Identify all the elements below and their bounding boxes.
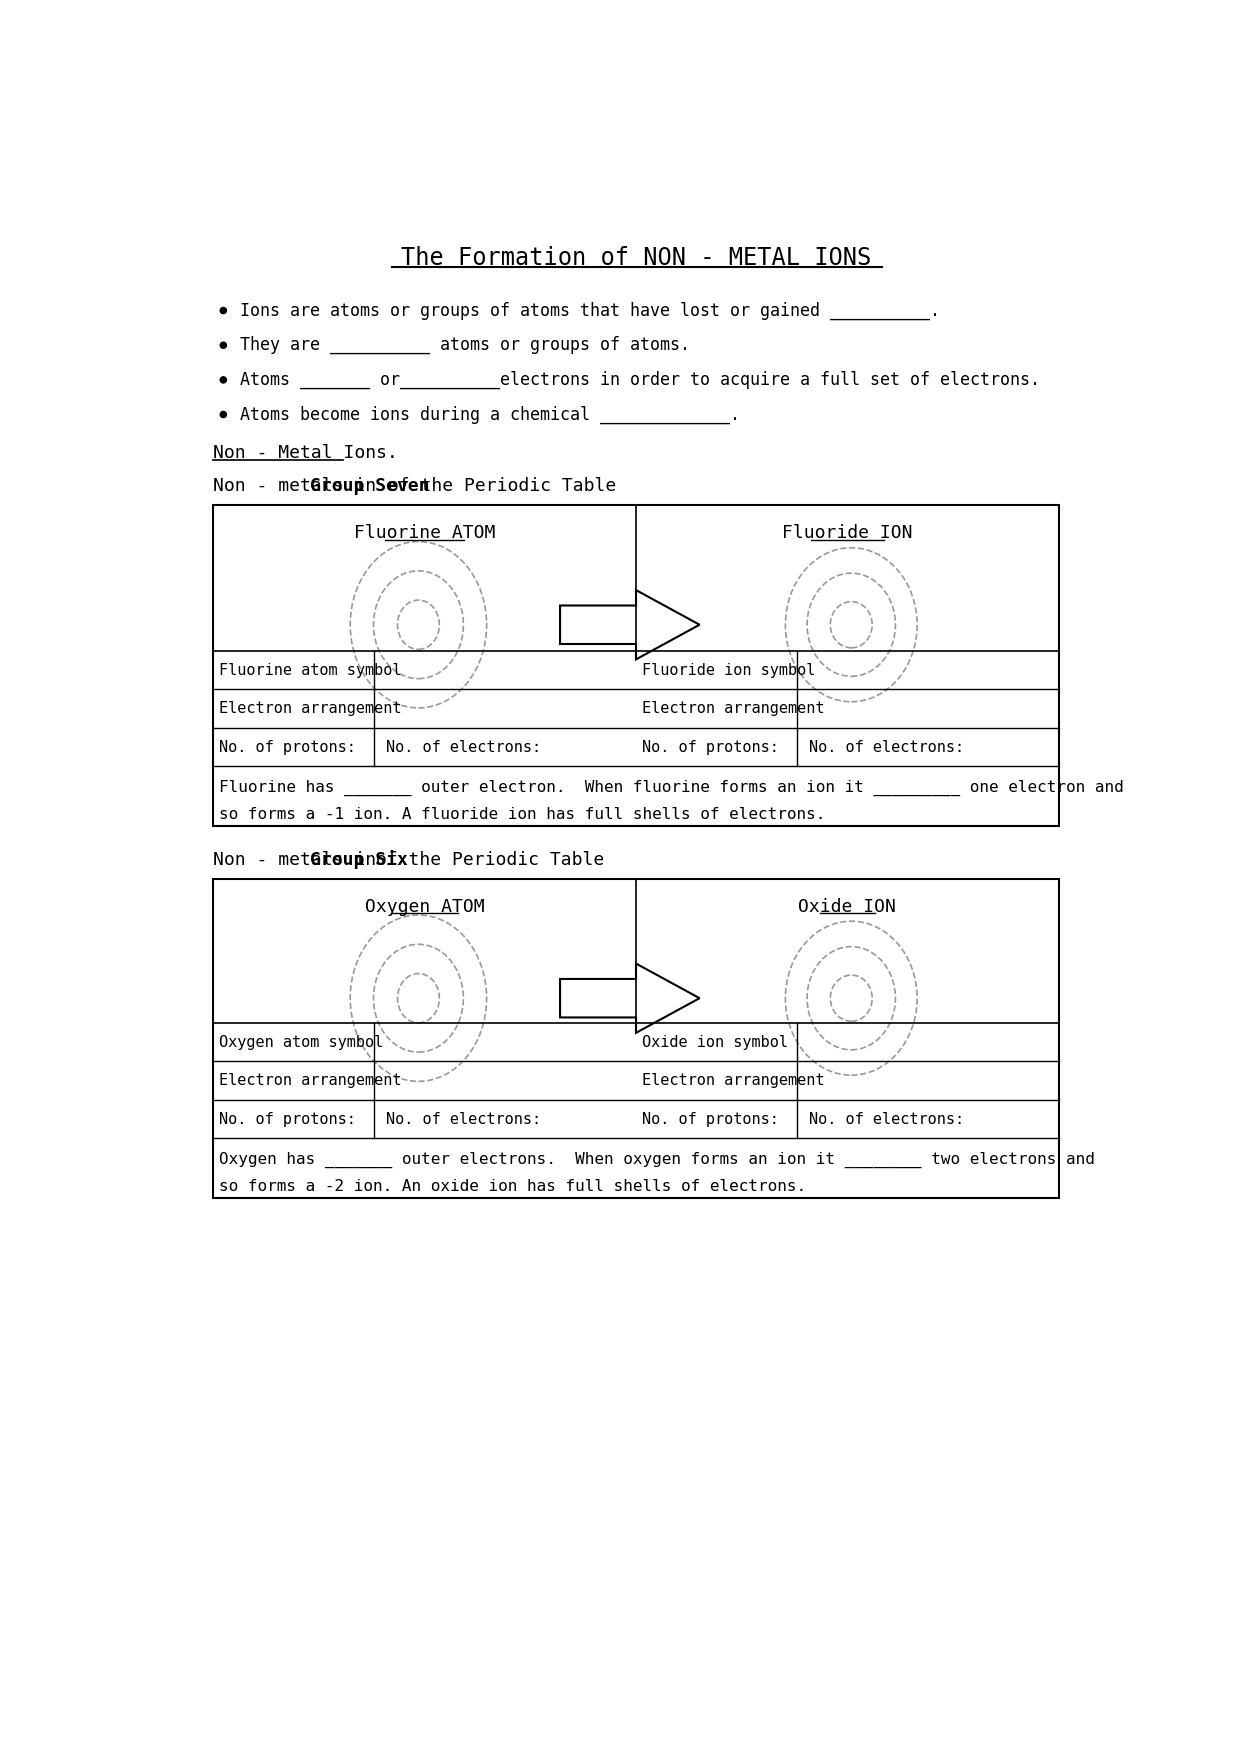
Circle shape bbox=[220, 377, 226, 382]
Text: No. of electrons:: No. of electrons: bbox=[386, 740, 541, 754]
Circle shape bbox=[220, 412, 226, 417]
Text: Oxygen atom symbol: Oxygen atom symbol bbox=[220, 1035, 383, 1049]
Text: Fluorine ATOM: Fluorine ATOM bbox=[354, 524, 495, 542]
Text: Non - metals in: Non - metals in bbox=[213, 851, 387, 868]
Text: No. of electrons:: No. of electrons: bbox=[386, 1112, 541, 1126]
Text: Non - Metal Ions.: Non - Metal Ions. bbox=[213, 444, 398, 461]
Text: No. of protons:: No. of protons: bbox=[642, 740, 779, 754]
Text: Electron arrangement: Electron arrangement bbox=[642, 702, 825, 716]
Text: Group Seven: Group Seven bbox=[310, 477, 429, 495]
Text: Fluoride ion symbol: Fluoride ion symbol bbox=[642, 663, 815, 677]
Text: Group Six: Group Six bbox=[310, 851, 408, 868]
Circle shape bbox=[220, 342, 226, 349]
Text: Fluoride ION: Fluoride ION bbox=[782, 524, 912, 542]
Polygon shape bbox=[560, 589, 700, 660]
Text: The Formation of NON - METAL IONS: The Formation of NON - METAL IONS bbox=[401, 246, 871, 270]
Text: Electron arrangement: Electron arrangement bbox=[220, 1073, 402, 1087]
Text: Ions are atoms or groups of atoms that have lost or gained __________.: Ions are atoms or groups of atoms that h… bbox=[241, 302, 941, 319]
Text: No. of protons:: No. of protons: bbox=[220, 1112, 356, 1126]
Circle shape bbox=[220, 307, 226, 314]
Text: No. of protons:: No. of protons: bbox=[642, 1112, 779, 1126]
Text: Non - metals in: Non - metals in bbox=[213, 477, 387, 495]
Text: No. of electrons:: No. of electrons: bbox=[809, 1112, 964, 1126]
Text: Electron arrangement: Electron arrangement bbox=[220, 702, 402, 716]
Text: of the Periodic Table: of the Periodic Table bbox=[365, 851, 604, 868]
Text: Oxygen ATOM: Oxygen ATOM bbox=[365, 898, 484, 916]
Text: of the Periodic Table: of the Periodic Table bbox=[377, 477, 616, 495]
Text: Oxygen has _______ outer electrons.  When oxygen forms an ion it ________ two el: Oxygen has _______ outer electrons. When… bbox=[220, 1152, 1096, 1168]
Text: Oxide ION: Oxide ION bbox=[798, 898, 896, 916]
Text: so forms a -1 ion. A fluoride ion has full shells of electrons.: so forms a -1 ion. A fluoride ion has fu… bbox=[220, 807, 825, 821]
Text: Atoms _______ or__________electrons in order to acquire a full set of electrons.: Atoms _______ or__________electrons in o… bbox=[241, 370, 1040, 389]
Text: Atoms become ions during a chemical _____________.: Atoms become ions during a chemical ____… bbox=[241, 405, 741, 424]
Bar bbox=[213, 505, 1059, 826]
Text: Electron arrangement: Electron arrangement bbox=[642, 1073, 825, 1087]
Text: Oxide ion symbol: Oxide ion symbol bbox=[642, 1035, 788, 1049]
Text: No. of electrons:: No. of electrons: bbox=[809, 740, 964, 754]
Text: Fluorine atom symbol: Fluorine atom symbol bbox=[220, 663, 402, 677]
Polygon shape bbox=[560, 963, 700, 1033]
Text: so forms a -2 ion. An oxide ion has full shells of electrons.: so forms a -2 ion. An oxide ion has full… bbox=[220, 1179, 807, 1193]
Text: Fluorine has _______ outer electron.  When fluorine forms an ion it _________ on: Fluorine has _______ outer electron. Whe… bbox=[220, 781, 1124, 796]
Text: No. of protons:: No. of protons: bbox=[220, 740, 356, 754]
Text: They are __________ atoms or groups of atoms.: They are __________ atoms or groups of a… bbox=[241, 337, 690, 354]
Bar bbox=[213, 879, 1059, 1198]
